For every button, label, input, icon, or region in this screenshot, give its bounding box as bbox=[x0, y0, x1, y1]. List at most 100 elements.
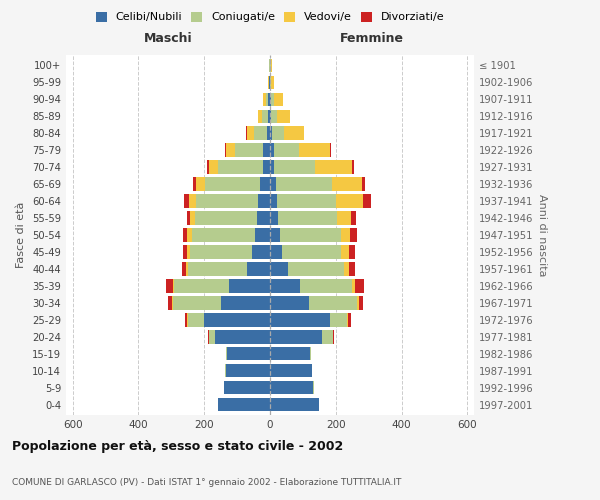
Bar bbox=[190, 212, 195, 224]
Bar bbox=[349, 262, 355, 276]
Bar bbox=[341, 246, 349, 258]
Bar bbox=[270, 144, 274, 156]
Bar bbox=[337, 212, 351, 224]
Y-axis label: Anni di nascita: Anni di nascita bbox=[538, 194, 547, 276]
Bar bbox=[270, 160, 274, 173]
Bar bbox=[262, 110, 268, 123]
Bar bbox=[332, 178, 362, 190]
Bar bbox=[284, 126, 304, 140]
Bar bbox=[282, 246, 341, 258]
Bar bbox=[278, 212, 337, 224]
Bar bbox=[336, 194, 363, 207]
Bar bbox=[269, 76, 270, 89]
Bar bbox=[268, 110, 270, 123]
Bar bbox=[173, 280, 229, 292]
Bar bbox=[247, 262, 270, 276]
Bar bbox=[268, 76, 269, 89]
Bar bbox=[190, 246, 252, 258]
Bar bbox=[277, 110, 290, 123]
Bar bbox=[270, 246, 282, 258]
Bar bbox=[184, 194, 189, 207]
Bar bbox=[267, 126, 270, 140]
Bar bbox=[189, 194, 196, 207]
Bar bbox=[348, 314, 351, 326]
Bar bbox=[333, 330, 334, 344]
Bar bbox=[299, 144, 329, 156]
Bar bbox=[270, 194, 277, 207]
Bar bbox=[349, 246, 355, 258]
Bar bbox=[172, 296, 173, 310]
Text: COMUNE DI GARLASCO (PV) - Dati ISTAT 1° gennaio 2002 - Elaborazione TUTTITALIA.I: COMUNE DI GARLASCO (PV) - Dati ISTAT 1° … bbox=[12, 478, 401, 487]
Bar bbox=[352, 280, 355, 292]
Bar bbox=[270, 330, 322, 344]
Bar bbox=[188, 314, 204, 326]
Bar bbox=[355, 280, 364, 292]
Bar bbox=[258, 194, 270, 207]
Bar bbox=[329, 144, 331, 156]
Bar bbox=[270, 228, 280, 241]
Bar bbox=[310, 347, 311, 360]
Bar bbox=[263, 160, 270, 173]
Bar bbox=[266, 92, 268, 106]
Bar bbox=[270, 212, 278, 224]
Bar bbox=[322, 330, 332, 344]
Bar bbox=[196, 178, 205, 190]
Text: Maschi: Maschi bbox=[143, 32, 193, 45]
Bar bbox=[359, 296, 364, 310]
Bar bbox=[183, 246, 187, 258]
Bar bbox=[299, 280, 352, 292]
Bar bbox=[274, 144, 299, 156]
Bar bbox=[195, 212, 257, 224]
Bar bbox=[271, 76, 274, 89]
Bar bbox=[351, 212, 356, 224]
Bar bbox=[258, 110, 262, 123]
Bar bbox=[270, 92, 271, 106]
Bar bbox=[332, 330, 333, 344]
Legend: Celibi/Nubili, Coniugati/e, Vedovi/e, Divorziati/e: Celibi/Nubili, Coniugati/e, Vedovi/e, Di… bbox=[92, 8, 448, 26]
Bar bbox=[207, 160, 209, 173]
Bar bbox=[270, 262, 288, 276]
Bar bbox=[263, 92, 266, 106]
Bar bbox=[226, 364, 270, 378]
Bar bbox=[196, 194, 258, 207]
Bar bbox=[271, 58, 272, 72]
Bar bbox=[185, 314, 187, 326]
Bar bbox=[188, 262, 247, 276]
Bar bbox=[204, 314, 270, 326]
Bar bbox=[247, 126, 254, 140]
Bar bbox=[182, 262, 187, 276]
Bar bbox=[260, 178, 270, 190]
Bar bbox=[362, 178, 365, 190]
Bar bbox=[173, 296, 221, 310]
Bar bbox=[183, 228, 187, 241]
Bar bbox=[270, 398, 319, 411]
Bar bbox=[363, 194, 371, 207]
Bar bbox=[205, 178, 260, 190]
Bar bbox=[315, 160, 352, 173]
Text: Popolazione per età, sesso e stato civile - 2002: Popolazione per età, sesso e stato civil… bbox=[12, 440, 343, 453]
Bar bbox=[254, 126, 267, 140]
Text: Femmine: Femmine bbox=[340, 32, 404, 45]
Bar bbox=[263, 144, 270, 156]
Bar bbox=[218, 160, 263, 173]
Bar bbox=[191, 228, 255, 241]
Bar bbox=[350, 228, 357, 241]
Bar bbox=[257, 212, 270, 224]
Bar bbox=[252, 246, 270, 258]
Bar bbox=[227, 347, 270, 360]
Bar bbox=[187, 228, 191, 241]
Bar bbox=[187, 212, 190, 224]
Bar bbox=[352, 160, 353, 173]
Bar bbox=[187, 246, 190, 258]
Bar bbox=[215, 330, 270, 344]
Bar bbox=[341, 228, 350, 241]
Bar bbox=[270, 178, 276, 190]
Bar bbox=[270, 347, 310, 360]
Bar bbox=[270, 280, 299, 292]
Bar bbox=[274, 160, 315, 173]
Bar bbox=[271, 110, 277, 123]
Bar bbox=[310, 296, 357, 310]
Bar bbox=[288, 262, 344, 276]
Bar bbox=[224, 381, 270, 394]
Bar bbox=[169, 296, 172, 310]
